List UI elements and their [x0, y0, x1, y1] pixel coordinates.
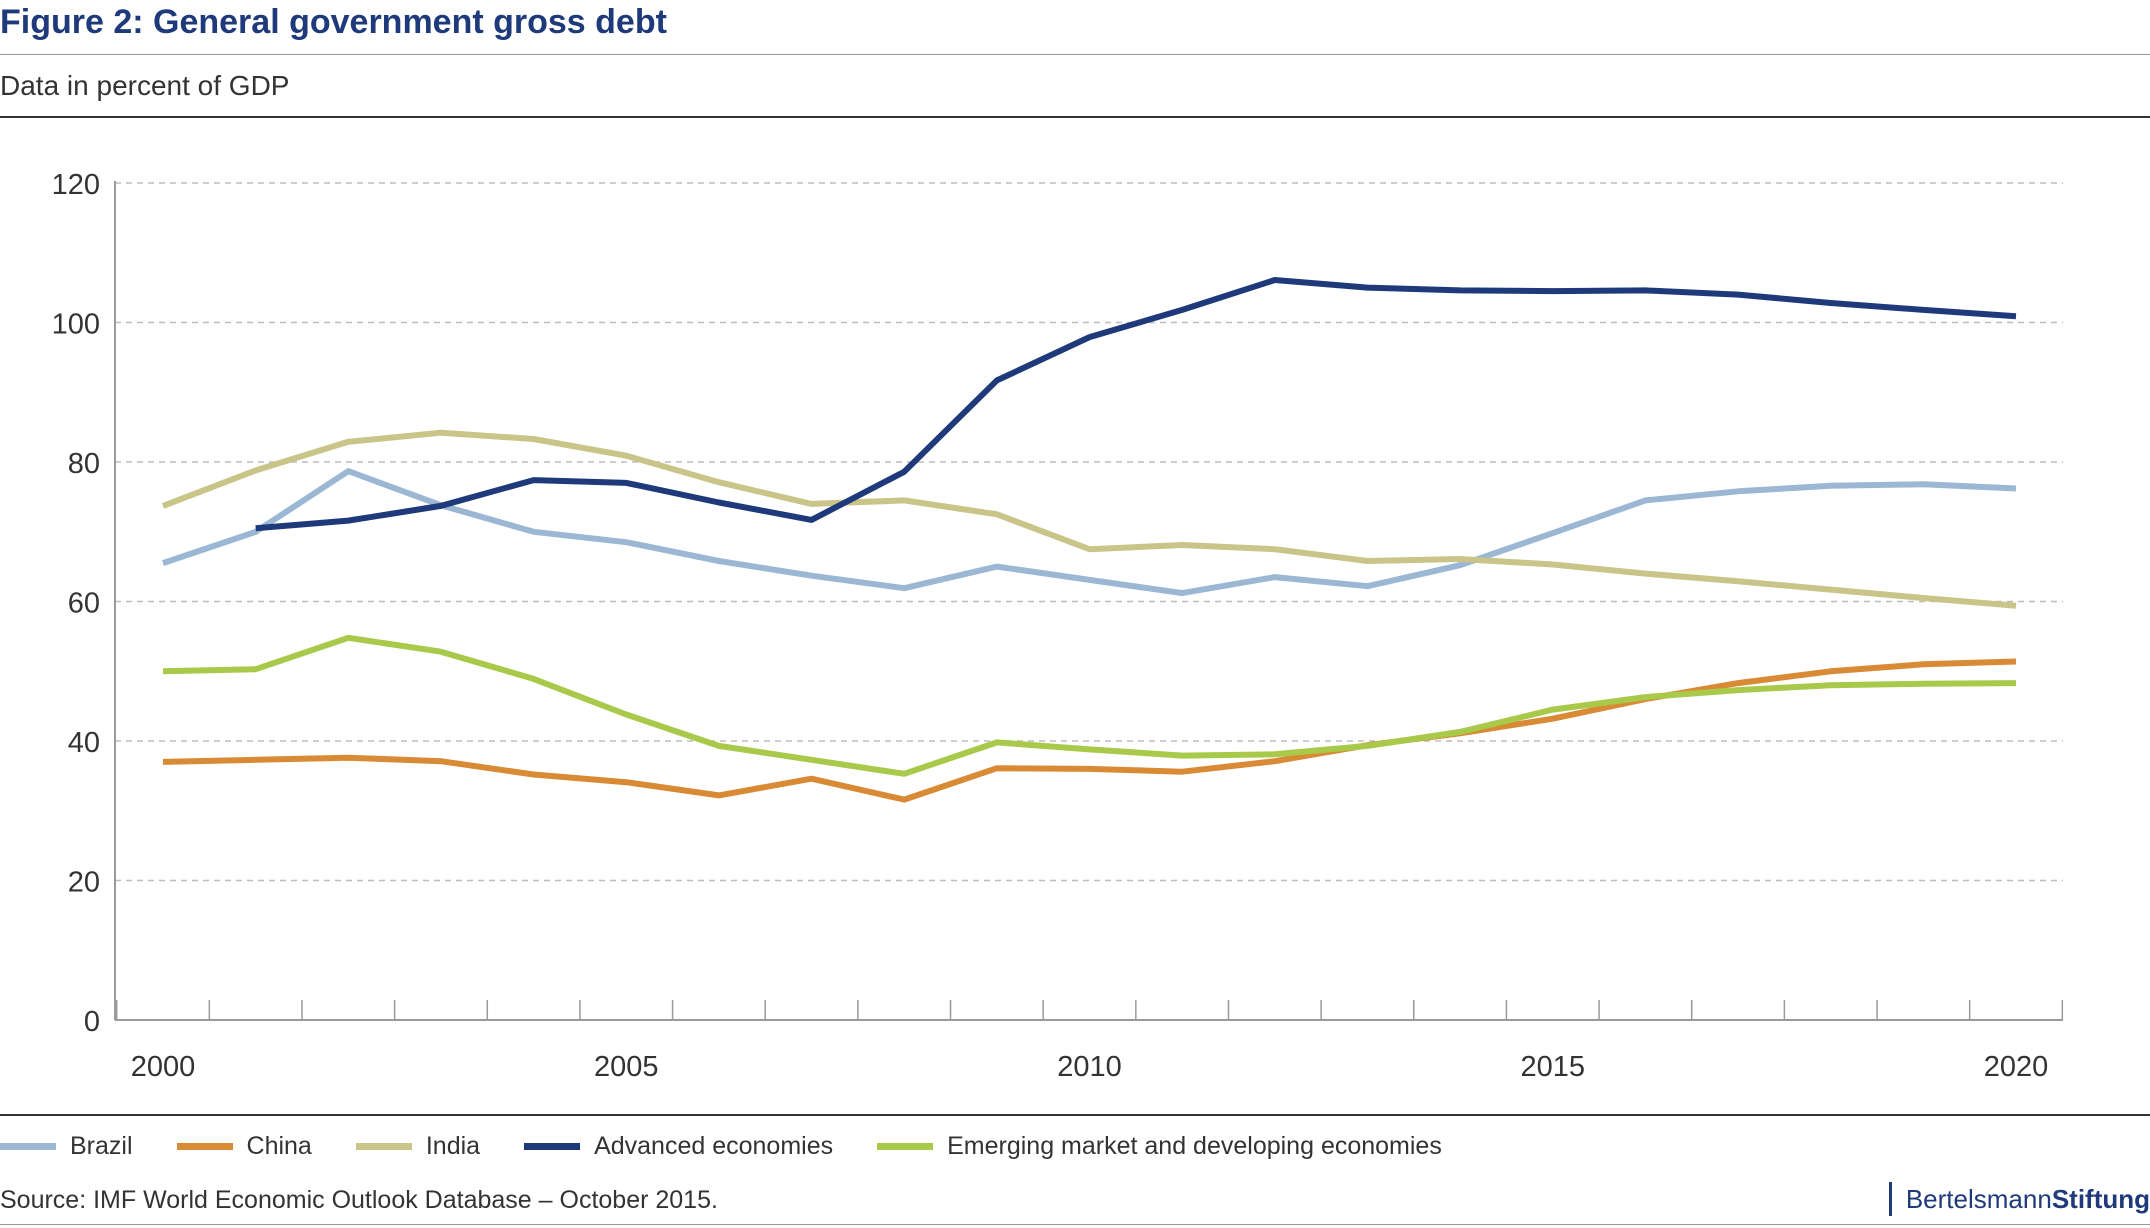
source-note: Source: IMF World Economic Outlook Datab…	[0, 1186, 718, 1214]
legend-item: India	[355, 1126, 481, 1166]
page-title: Figure 2: General government gross debt	[0, 3, 667, 41]
legend-swatch	[877, 1142, 934, 1150]
legend-swatch	[176, 1142, 233, 1150]
y-tick-label: 20	[68, 867, 100, 899]
legend-label: Advanced economies	[594, 1132, 834, 1160]
series-line-china	[162, 658, 2017, 803]
y-tick-label: 40	[68, 727, 100, 759]
y-tick-label: 120	[52, 169, 100, 201]
series-lines	[161, 277, 2017, 803]
legend-swatch	[355, 1142, 412, 1150]
brand-logo: Bertelsmann Stiftung	[1888, 1182, 2150, 1216]
legend-label: China	[246, 1132, 312, 1160]
brand-text-part2: Stiftung	[2051, 1183, 2150, 1214]
brand-text-part1: Bertelsmann	[1905, 1183, 2052, 1214]
series-line-emerging-market-and-developing-economies	[162, 634, 2017, 777]
legend-item: Advanced economies	[524, 1126, 833, 1166]
legend-label: India	[425, 1132, 481, 1160]
x-tick-label: 2005	[594, 1051, 659, 1083]
y-tick-label: 0	[84, 1006, 100, 1038]
legend-swatch	[524, 1142, 581, 1150]
series-line-brazil	[162, 468, 2017, 597]
legend-divider	[0, 1114, 2150, 1116]
axes: 0 20 40 60 80 100 120 2000 2005 2010 2015 2020	[52, 169, 2064, 1083]
legend-item: China	[176, 1126, 312, 1166]
subtitle-divider	[0, 116, 2150, 118]
legend-item: Brazil	[0, 1126, 133, 1166]
title-divider	[0, 54, 2150, 55]
y-tick-label: 60	[68, 588, 100, 620]
y-tick-label: 100	[52, 309, 100, 341]
legend-label: Emerging market and developing economies	[947, 1132, 1442, 1160]
line-chart: 0 20 40 60 80 100 120 2000 2005 2010 2015 2020	[52, 169, 2064, 1083]
x-tick-label: 2000	[131, 1051, 196, 1083]
x-tick-label: 2015	[1520, 1051, 1585, 1083]
chart-subtitle: Data in percent of GDP	[0, 70, 290, 101]
series-line-india	[161, 429, 2017, 609]
legend-item: Emerging market and developing economies	[877, 1126, 1442, 1166]
series-line-advanced-economies	[255, 277, 2017, 532]
x-tick-label: 2010	[1057, 1051, 1122, 1083]
gridlines	[115, 182, 2063, 882]
legend-label: Brazil	[70, 1132, 133, 1160]
legend-swatch	[0, 1142, 56, 1150]
legend: Brazil China India Advanced economies Emergi…	[0, 1126, 1486, 1166]
source-divider	[0, 1224, 2150, 1225]
y-tick-label: 80	[68, 448, 100, 480]
x-tick-label: 2020	[1984, 1051, 2049, 1083]
